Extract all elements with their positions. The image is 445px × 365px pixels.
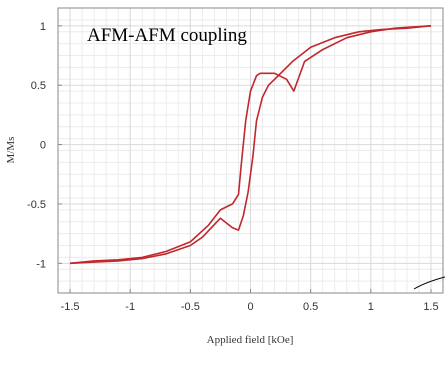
y-tick-label: -0.5 (27, 199, 46, 211)
x-tick-label: -1.5 (61, 301, 80, 313)
series-line-2 (69, 25, 432, 265)
inset-curve-fragment (413, 276, 445, 290)
x-tick-label: -1 (125, 301, 135, 313)
y-tick-label: 0 (40, 140, 46, 152)
y-tick-label: 0.5 (31, 80, 46, 92)
y-axis-label: M/Ms (5, 137, 17, 164)
x-tick-label: 1 (368, 301, 374, 313)
x-axis-label: Applied field [kOe] (207, 334, 294, 346)
x-tick-label: 0 (247, 301, 253, 313)
x-axis: -1.5 -1 -0.5 0 0.5 1 1.5 (61, 289, 439, 313)
x-tick-label: 0.5 (303, 301, 318, 313)
chart-annotation: AFM-AFM coupling (87, 25, 247, 46)
grid (57, 7, 444, 294)
y-tick-label: 1 (40, 21, 46, 33)
x-tick-label: 1.5 (423, 301, 438, 313)
y-axis: -1 -0.5 0 0.5 1 (27, 21, 62, 270)
x-tick-label: -0.5 (181, 301, 200, 313)
series-group (69, 25, 432, 265)
y-tick-label: -1 (36, 258, 46, 270)
series-line-1 (69, 25, 432, 265)
